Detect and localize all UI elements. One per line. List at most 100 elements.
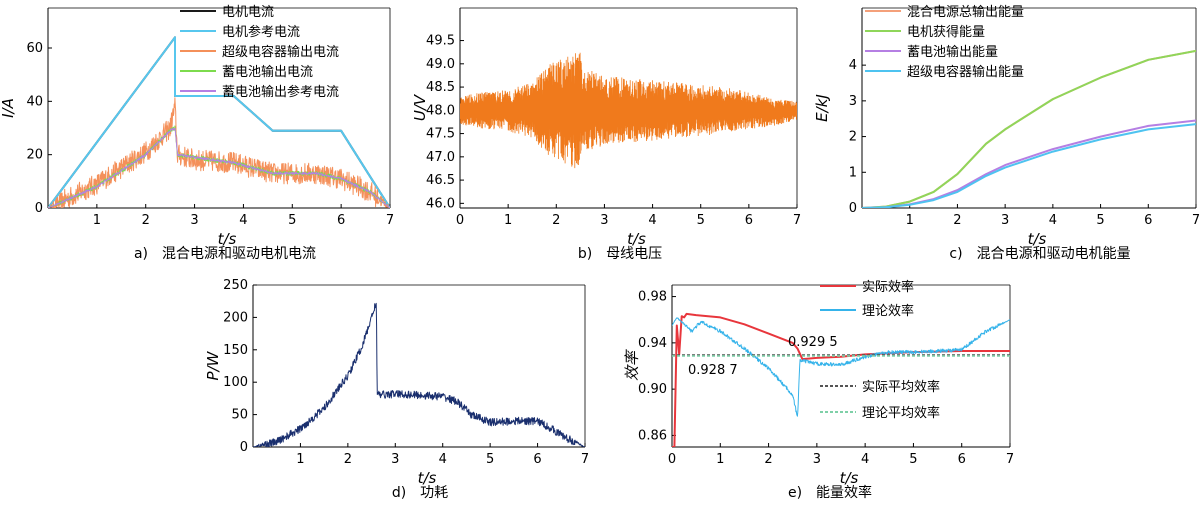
chart-e: 0 1 2 3 4 5 6 7 0.86 0.90 0.94 0.98 t/s 效率 e) 能量效率 实际效率… (623, 279, 1014, 501)
y-tick-label: 0 (849, 201, 857, 216)
y-tick-label: 48.5 (426, 80, 455, 95)
x-tick-label: 7 (1006, 452, 1014, 467)
x-tick-label: 4 (648, 213, 656, 228)
x-tick-label: 1 (906, 213, 914, 228)
y-tick-label: 50 (231, 408, 248, 423)
legend-label: 蓄电池输出能量 (907, 44, 998, 60)
legend-item: 电机参考电流 (180, 24, 300, 40)
legend-item: 理论效率 (820, 303, 914, 319)
x-tick-label: 6 (745, 213, 753, 228)
series-line (48, 127, 390, 208)
legend-label: 混合电源总输出能量 (907, 4, 1024, 20)
x-tick-label: 3 (1001, 213, 1009, 228)
x-tick-label: 6 (958, 452, 966, 467)
figure-caption: d) 功耗 (392, 485, 448, 501)
legend-label: 电机获得能量 (907, 24, 985, 40)
y-tick-label: 0.98 (638, 290, 667, 305)
legend-item: 混合电源总输出能量 (865, 4, 1024, 20)
legend-item: 超级电容器输出能量 (865, 64, 1024, 80)
x-tick-label: 5 (1096, 213, 1104, 228)
plot-area (862, 49, 1196, 208)
x-tick-label: 3 (391, 452, 399, 467)
x-tick-label: 3 (190, 213, 198, 228)
x-tick-label: 0 (668, 452, 676, 467)
y-tick-label: 150 (223, 343, 248, 358)
series-line (672, 312, 1010, 447)
x-tick-label: 2 (764, 452, 772, 467)
annotation-theory-mean: 0.928 7 (688, 363, 738, 378)
x-tick-label: 1 (296, 452, 304, 467)
series-line (862, 49, 1196, 208)
x-tick-label: 2 (552, 213, 560, 228)
y-tick-label: 1 (849, 165, 857, 180)
x-tick-label: 1 (93, 213, 101, 228)
x-tick-label: 3 (813, 452, 821, 467)
series-line (672, 317, 1010, 417)
chart-d: 1 2 3 4 5 6 7 0 50 100 150 200 250 t/s P/W d) 功耗 (204, 278, 589, 501)
y-tick-label: 46.5 (426, 173, 455, 188)
y-tick-label: 0.90 (638, 382, 667, 397)
plot-area (253, 302, 585, 447)
y-tick-label: 0.94 (638, 336, 667, 351)
x-axis-label: t/s (627, 230, 646, 248)
y-tick-label: 200 (223, 310, 248, 325)
series-line (460, 52, 797, 169)
x-tick-label: 4 (861, 452, 869, 467)
x-tick-label: 7 (1192, 213, 1200, 228)
legend-item: 蓄电池输出能量 (865, 44, 998, 60)
x-tick-label: 5 (697, 213, 705, 228)
legend-item: 电机获得能量 (865, 24, 985, 40)
plot-area (48, 36, 390, 208)
figure-caption: a) 混合电源和驱动电机电流 (134, 246, 316, 262)
x-tick-label: 6 (337, 213, 345, 228)
y-axis-label: 效率 (623, 349, 641, 381)
y-tick-label: 60 (26, 41, 43, 56)
y-tick-label: 48.0 (426, 103, 455, 118)
y-tick-label: 0 (240, 440, 248, 455)
plot-area (672, 312, 1010, 447)
legend-item: 蓄电池输出参考电流 (180, 84, 339, 100)
y-axis-label: E/kJ (813, 94, 831, 122)
x-axis-label: t/s (218, 230, 237, 248)
x-tick-label: 4 (1049, 213, 1057, 228)
y-tick-label: 49.5 (426, 34, 455, 49)
y-axis-label: P/W (204, 350, 222, 380)
series-line (48, 97, 390, 208)
x-tick-label: 2 (142, 213, 150, 228)
y-tick-label: 46.0 (426, 196, 455, 211)
y-tick-label: 4 (849, 58, 857, 73)
legend-item: 理论平均效率 (820, 405, 940, 421)
y-tick-label: 47.0 (426, 150, 455, 165)
x-tick-label: 5 (486, 452, 494, 467)
legend-item: 超级电容器输出电流 (180, 44, 339, 60)
legend-label: 实际效率 (862, 279, 914, 295)
y-tick-label: 100 (223, 375, 248, 390)
x-tick-label: 2 (344, 452, 352, 467)
x-tick-label: 2 (953, 213, 961, 228)
y-tick-label: 40 (26, 94, 43, 109)
series-line (253, 302, 585, 447)
legend-label: 电机参考电流 (222, 24, 300, 40)
legend-item: 实际平均效率 (820, 379, 940, 395)
x-tick-label: 4 (239, 213, 247, 228)
legend-label: 实际平均效率 (862, 379, 940, 395)
x-tick-label: 5 (909, 452, 917, 467)
x-tick-label: 3 (600, 213, 608, 228)
y-tick-label: 3 (849, 94, 857, 109)
legend-label: 超级电容器输出电流 (222, 44, 339, 60)
legend-label: 理论平均效率 (862, 405, 940, 421)
chart-a: 1 2 3 4 5 6 7 0 20 40 60 t/s I/A a) 混合电源和驱动电机电流 电机电流电机… (0, 5, 394, 262)
series-line (48, 36, 390, 208)
y-axis-label: U/V (411, 93, 429, 121)
figure-caption: b) 母线电压 (578, 246, 662, 262)
y-tick-label: 0.86 (638, 428, 667, 443)
annotation-actual-mean: 0.929 5 (788, 335, 838, 350)
legend-item: 蓄电池输出电流 (180, 64, 313, 80)
x-axis-label: t/s (840, 469, 859, 487)
legend-label: 蓄电池输出参考电流 (222, 84, 339, 100)
x-axis-label: t/s (1028, 230, 1047, 248)
x-tick-label: 0 (456, 213, 464, 228)
legend-item: 实际效率 (820, 279, 914, 295)
